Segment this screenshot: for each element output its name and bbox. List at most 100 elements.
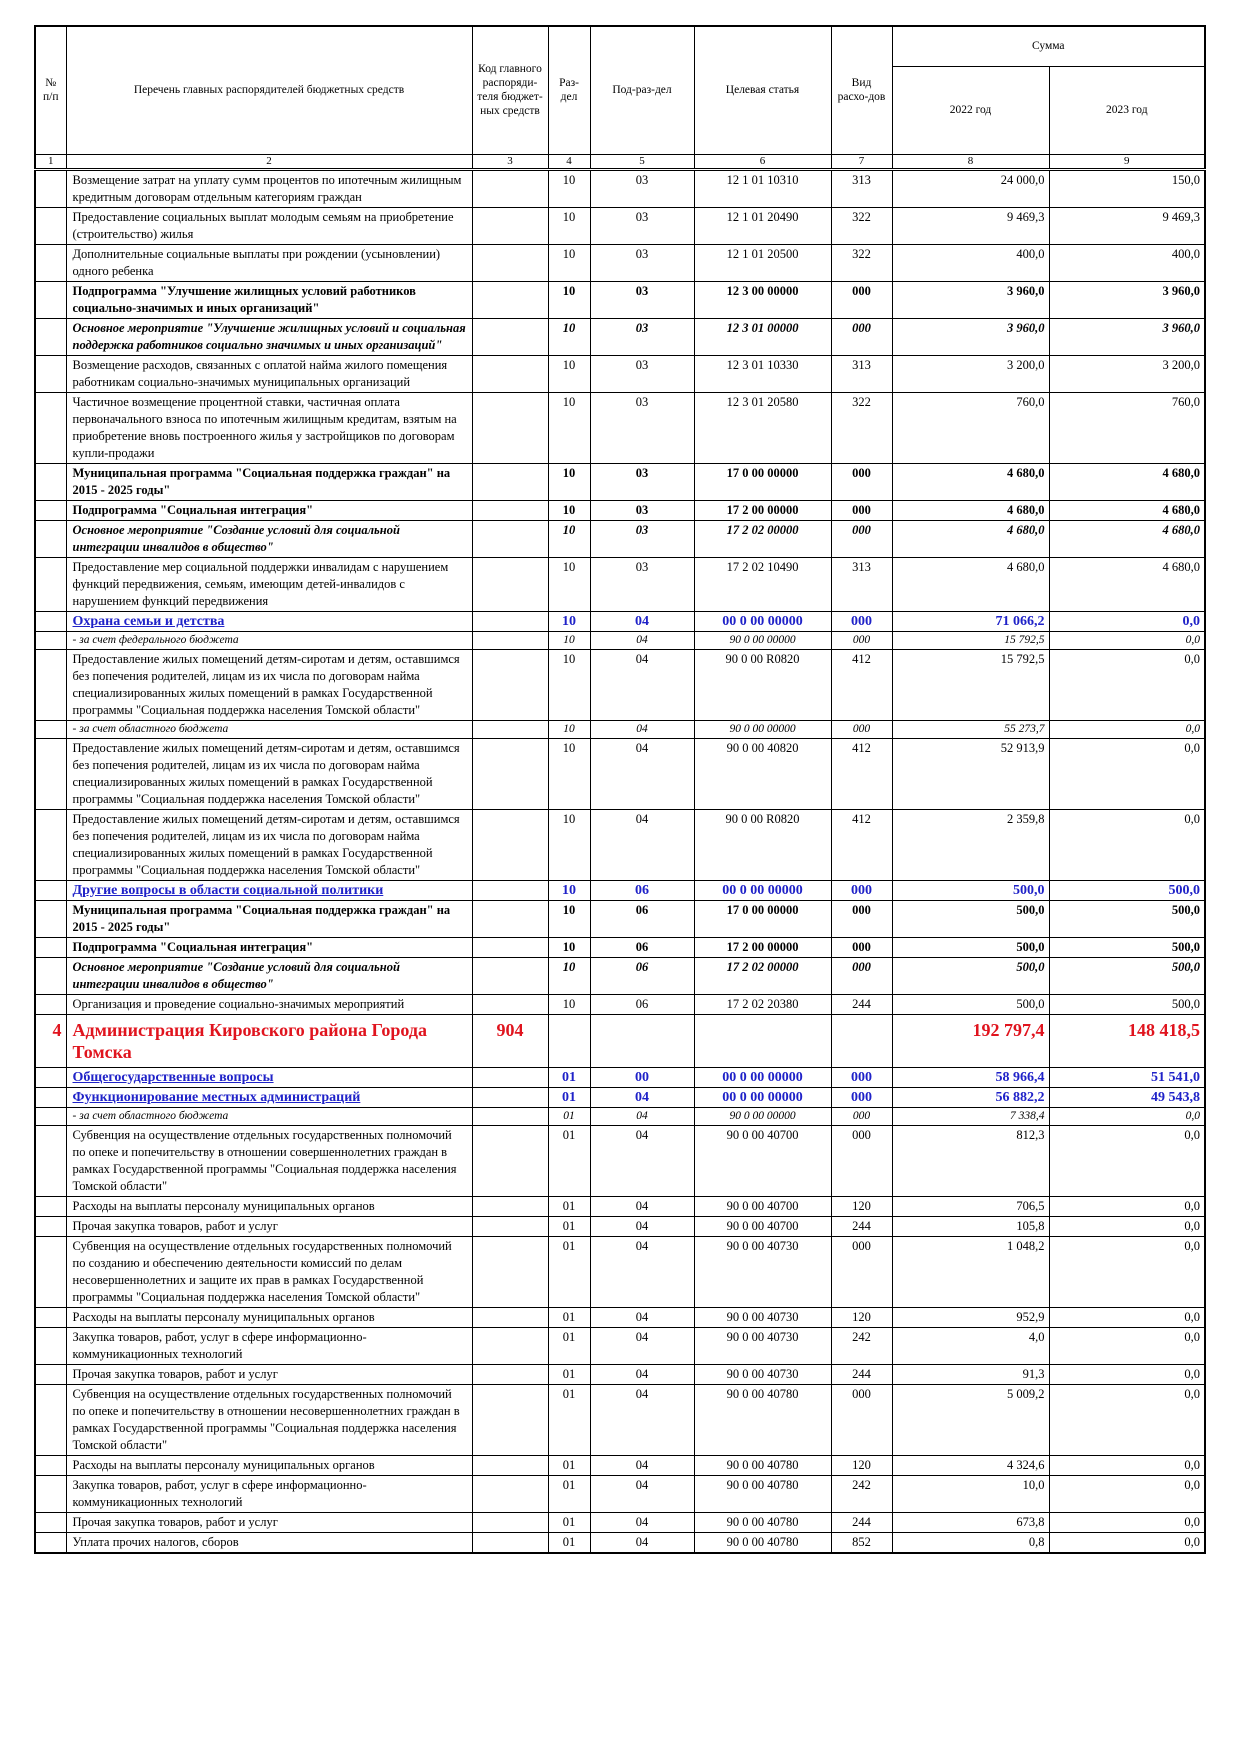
table-cell: 01 — [547, 1086, 591, 1108]
table-cell — [34, 1106, 67, 1126]
table-row: Предоставление жилых помещений детям-сир… — [34, 648, 1206, 721]
table-cell: Субвенция на осуществление отдельных гос… — [65, 1124, 473, 1197]
table-row: Предоставление жилых помещений детям-сир… — [34, 808, 1206, 881]
table-cell: 192 797,4 — [891, 1013, 1050, 1068]
table-cell: 000 — [830, 879, 893, 901]
table-cell — [471, 1106, 549, 1126]
table-cell: 4 680,0 — [891, 462, 1050, 501]
table-cell — [34, 1454, 67, 1476]
table-cell: 313 — [830, 168, 893, 208]
table-cell: 0,0 — [1048, 648, 1206, 721]
table-cell — [471, 1454, 549, 1476]
table-cell: 03 — [589, 243, 695, 282]
table-cell: 56 882,2 — [891, 1086, 1050, 1108]
table-cell — [34, 317, 67, 356]
table-cell: 04 — [589, 1195, 695, 1217]
table-cell: Функционирование местных администраций — [65, 1086, 473, 1108]
table-cell: 412 — [830, 648, 893, 721]
table-cell: 10 — [547, 737, 591, 810]
table-cell: 90 0 00 40700 — [693, 1124, 832, 1197]
table-cell: 3 960,0 — [1048, 317, 1206, 356]
table-cell — [471, 354, 549, 393]
table-cell — [34, 956, 67, 995]
table-cell: 10 — [547, 993, 591, 1015]
table-cell: 17 2 02 00000 — [693, 519, 832, 558]
table-row: Подпрограмма "Социальная интеграция" 10 06… — [34, 936, 1206, 958]
table-cell: 10 — [547, 206, 591, 245]
table-cell: 04 — [589, 1454, 695, 1476]
table-cell: 17 0 00 00000 — [693, 462, 832, 501]
table-cell: 4,0 — [891, 1326, 1050, 1365]
table-cell: 10 — [547, 630, 591, 650]
table-cell: Субвенция на осуществление отдельных гос… — [65, 1383, 473, 1456]
column-number: 5 — [589, 153, 695, 171]
table-cell: 706,5 — [891, 1195, 1050, 1217]
table-cell — [34, 808, 67, 881]
table-cell: Расходы на выплаты персоналу муниципальн… — [65, 1195, 473, 1217]
table-header: № п/п Перечень главных распорядителей бю… — [34, 25, 1206, 171]
table-cell: 500,0 — [891, 899, 1050, 938]
table-cell: 4 680,0 — [1048, 519, 1206, 558]
table-cell — [471, 1474, 549, 1513]
table-cell: Муниципальная программа "Социальная подд… — [65, 899, 473, 938]
table-cell: 0,0 — [1048, 1531, 1206, 1553]
table-cell: 0,0 — [1048, 1215, 1206, 1237]
table-cell: 0,0 — [1048, 737, 1206, 810]
table-cell: 49 543,8 — [1048, 1086, 1206, 1108]
table-cell: 04 — [589, 1306, 695, 1328]
table-cell: 90 0 00 R0820 — [693, 648, 832, 721]
table-cell: 500,0 — [1048, 899, 1206, 938]
table-cell: Основное мероприятие "Создание условий д… — [65, 956, 473, 995]
table-cell — [471, 499, 549, 521]
table-cell: 105,8 — [891, 1215, 1050, 1237]
table-cell: 852 — [830, 1531, 893, 1553]
table-cell — [471, 243, 549, 282]
table-cell: 000 — [830, 317, 893, 356]
table-cell — [471, 630, 549, 650]
header-cell: Под-раз-дел — [589, 25, 695, 155]
table-cell: 322 — [830, 206, 893, 245]
table-cell: 04 — [589, 1474, 695, 1513]
table-cell: 58 966,4 — [891, 1066, 1050, 1088]
table-cell: Предоставление жилых помещений детям-сир… — [65, 808, 473, 881]
table-cell: 00 0 00 00000 — [693, 879, 832, 901]
table-cell: 500,0 — [891, 956, 1050, 995]
table-cell: 120 — [830, 1306, 893, 1328]
table-cell: Предоставление мер социальной поддержки … — [65, 556, 473, 612]
table-cell: 06 — [589, 993, 695, 1015]
table-cell: 06 — [589, 899, 695, 938]
table-row: Подпрограмма "Социальная интеграция" 10 03… — [34, 499, 1206, 521]
table-cell: 04 — [589, 1511, 695, 1533]
table-cell — [471, 1511, 549, 1533]
table-cell: 12 1 01 20500 — [693, 243, 832, 282]
table-cell — [34, 879, 67, 901]
table-cell: 06 — [589, 956, 695, 995]
table-cell: 90 0 00 40730 — [693, 1235, 832, 1308]
table-cell: 0,0 — [1048, 630, 1206, 650]
table-row: Предоставление социальных выплат молодым… — [34, 206, 1206, 245]
table-cell: 10 — [547, 499, 591, 521]
table-cell: 000 — [830, 936, 893, 958]
table-cell: 52 913,9 — [891, 737, 1050, 810]
table-cell: 3 960,0 — [891, 317, 1050, 356]
table-cell: 17 2 02 20380 — [693, 993, 832, 1015]
header-cell: Вид расхо-дов — [830, 25, 893, 155]
table-cell: Частичное возмещение процентной ставки, … — [65, 391, 473, 464]
table-row: Другие вопросы в области социальной поли… — [34, 879, 1206, 901]
table-cell: 000 — [830, 462, 893, 501]
table-cell: 12 3 01 20580 — [693, 391, 832, 464]
table-cell: 244 — [830, 1511, 893, 1533]
table-cell: 812,3 — [891, 1124, 1050, 1197]
table-cell: 4 680,0 — [891, 556, 1050, 612]
table-cell: 9 469,3 — [1048, 206, 1206, 245]
table-cell — [471, 1215, 549, 1237]
table-cell: 4 680,0 — [891, 499, 1050, 521]
table-cell: 90 0 00 R0820 — [693, 808, 832, 881]
table-cell: 0,0 — [1048, 1383, 1206, 1456]
table-cell: 500,0 — [1048, 936, 1206, 958]
column-number: 7 — [830, 153, 893, 171]
table-cell — [471, 648, 549, 721]
table-cell: Предоставление жилых помещений детям-сир… — [65, 737, 473, 810]
table-cell — [34, 993, 67, 1015]
table-cell: 904 — [471, 1013, 549, 1068]
